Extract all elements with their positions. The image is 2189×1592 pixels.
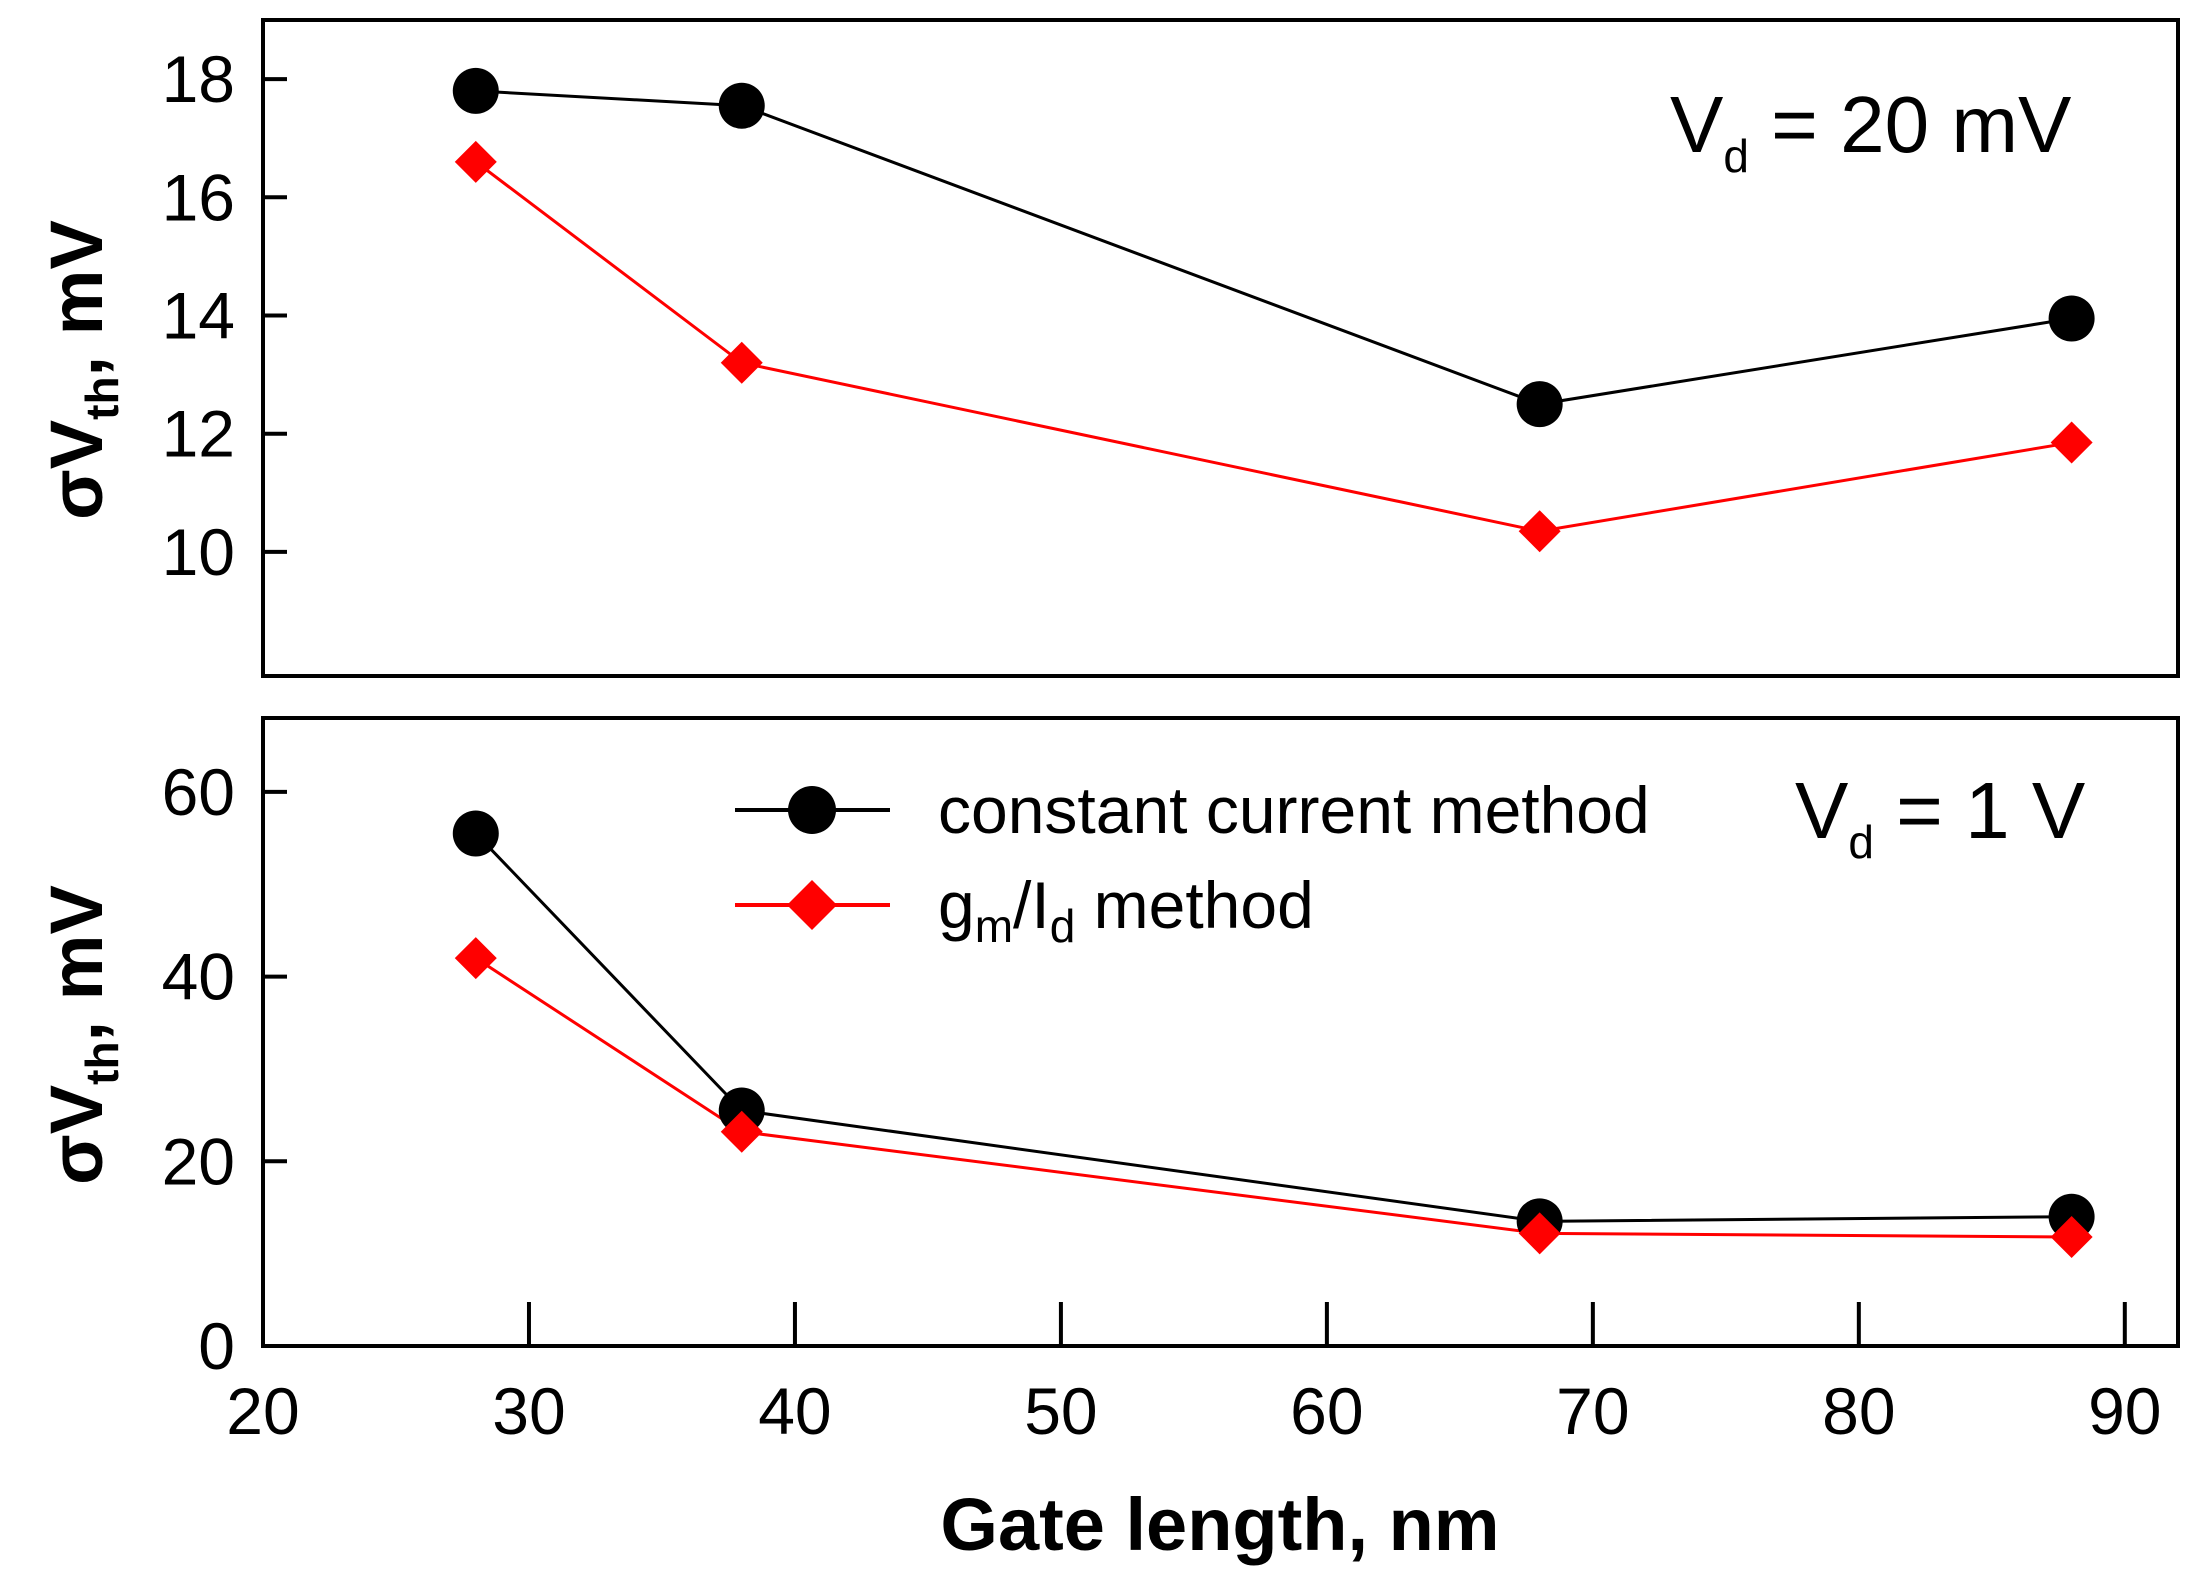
y-tick-label: 10 (162, 515, 235, 589)
bottom-plot-frame (261, 716, 2180, 1348)
series-line (474, 832, 2072, 1223)
data-point-diamond (2050, 1216, 2093, 1259)
x-tick-label: 70 (1556, 1374, 1629, 1448)
top-series-lines (474, 89, 2072, 533)
legend: constant current method gm/Id method (735, 773, 1650, 952)
bottom-series-lines (474, 832, 2072, 1239)
top-plot-frame (261, 18, 2180, 678)
top-y-axis-title: σVth, mV (35, 220, 128, 520)
series-line (475, 89, 2072, 406)
top-annotation: Vd = 20 mV (1670, 80, 2072, 182)
bottom-x-ticks: 20 30 40 50 60 70 80 90 (226, 1302, 2162, 1448)
series-line (474, 160, 2072, 533)
y-tick-label: 40 (162, 940, 235, 1014)
y-tick-label: 12 (162, 397, 235, 471)
y-tick-label: 60 (162, 755, 235, 829)
data-point-circle (2048, 295, 2095, 342)
data-point-circle (1516, 381, 1563, 428)
data-point-diamond (1518, 510, 1561, 553)
bottom-series-markers (452, 810, 2095, 1259)
legend-label-gm-id: gm/Id method (938, 868, 1314, 952)
bottom-y-axis-title: σVth, mV (35, 885, 128, 1185)
x-tick-label: 20 (226, 1374, 299, 1448)
data-point-circle (452, 67, 499, 114)
data-point-circle (452, 810, 499, 857)
x-tick-label: 90 (2088, 1374, 2161, 1448)
x-axis-title: Gate length, nm (940, 1483, 1499, 1566)
y-tick-label: 14 (162, 278, 235, 352)
y-tick-label: 0 (198, 1309, 235, 1383)
x-tick-label: 80 (1822, 1374, 1895, 1448)
top-y-ticks: 10 12 14 16 18 (162, 42, 287, 589)
x-tick-label: 50 (1024, 1374, 1097, 1448)
data-point-diamond (2050, 421, 2093, 464)
data-point-diamond (720, 341, 763, 384)
series-line (474, 956, 2072, 1239)
legend-marker-gm-id (787, 880, 837, 930)
bottom-y-ticks: 0 20 40 60 (162, 755, 287, 1383)
legend-marker-constant-current (788, 786, 836, 834)
x-tick-label: 30 (492, 1374, 565, 1448)
data-point-diamond (1518, 1212, 1561, 1255)
top-series-markers (452, 67, 2095, 553)
y-tick-label: 16 (162, 160, 235, 234)
data-point-diamond (454, 140, 497, 183)
data-point-diamond (454, 937, 497, 980)
data-point-circle (718, 1087, 765, 1134)
x-tick-label: 40 (758, 1374, 831, 1448)
data-point-circle (718, 82, 765, 129)
bottom-annotation: Vd = 1 V (1795, 766, 2086, 868)
y-tick-label: 18 (162, 42, 235, 116)
x-tick-label: 60 (1290, 1374, 1363, 1448)
top-panel: 10 12 14 16 18 Vd = 20 mV σVth, mV (35, 18, 2180, 678)
data-point-diamond (720, 1110, 763, 1153)
y-tick-label: 20 (162, 1124, 235, 1198)
legend-label-constant-current: constant current method (938, 773, 1650, 847)
